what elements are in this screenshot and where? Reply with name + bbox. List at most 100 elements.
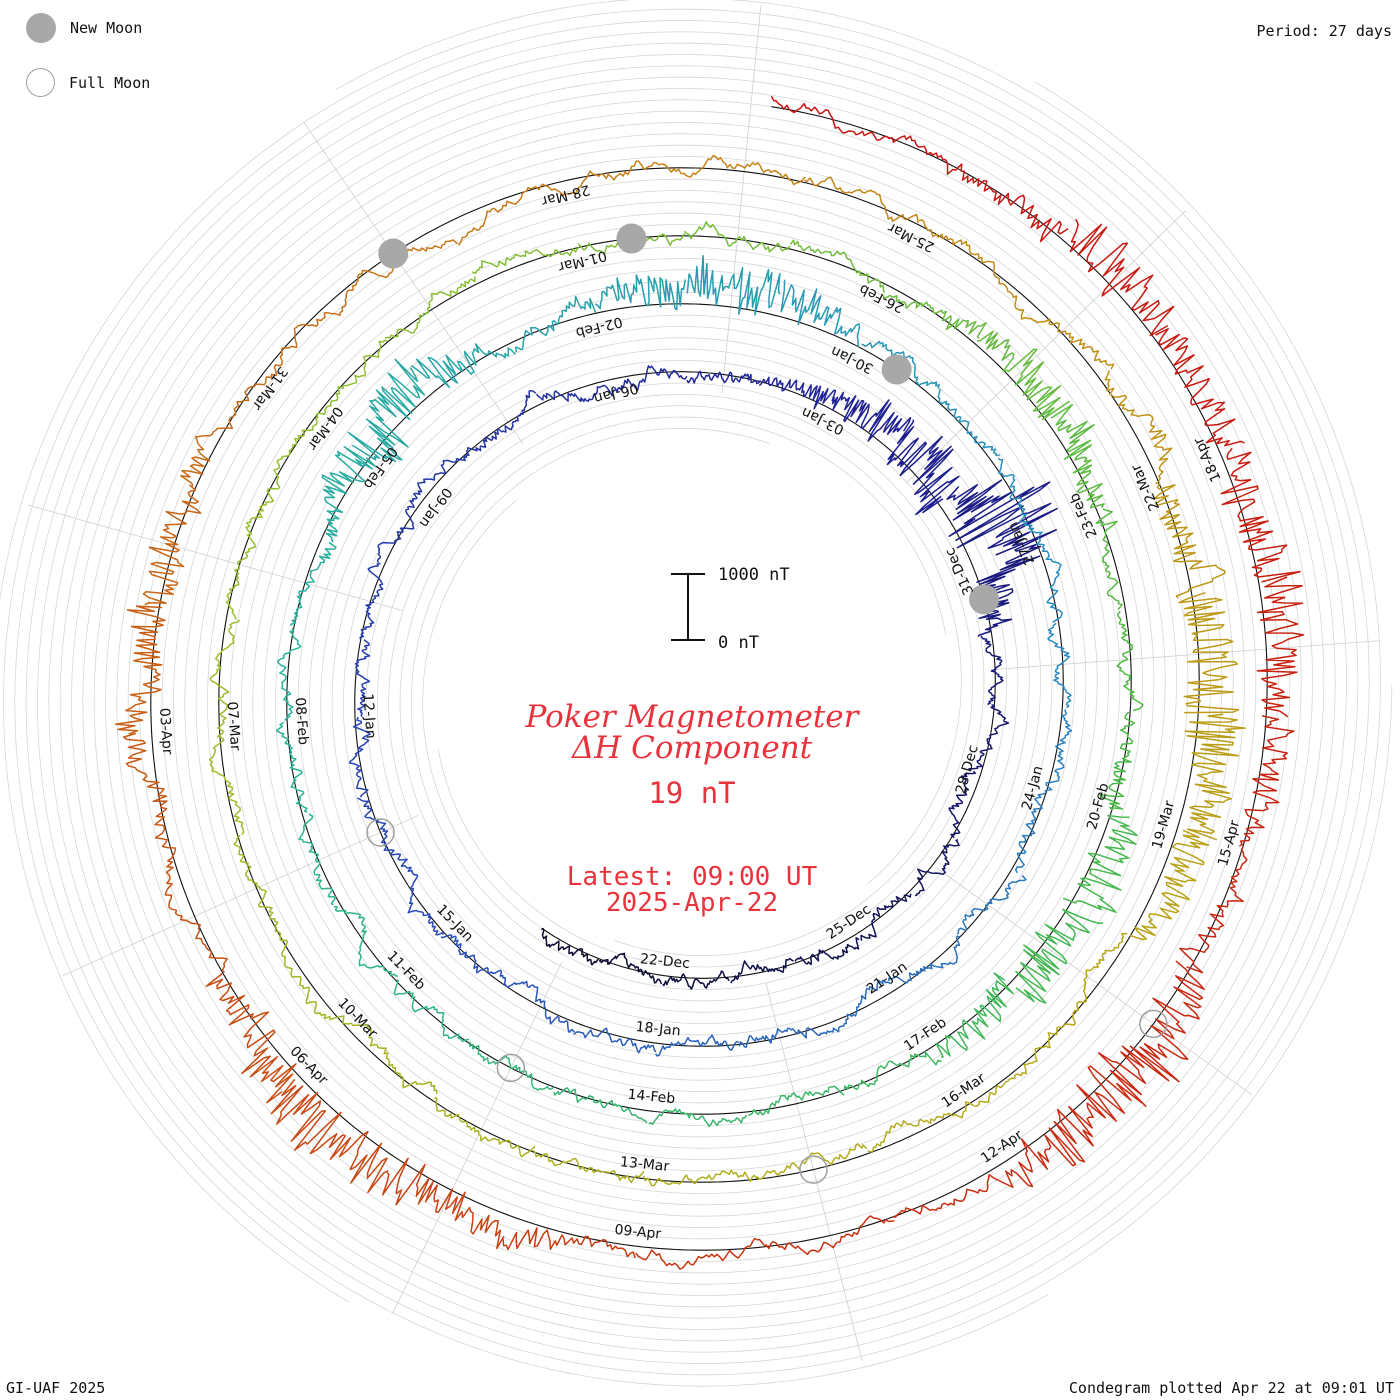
footer-plot-time: Condegram plotted Apr 22 at 09:01 UT	[1068, 1379, 1394, 1397]
grid-ring	[335, 0, 1370, 1353]
scale-bar: 1000 nT 0 nT	[671, 565, 790, 653]
grid-spoke	[27, 504, 404, 612]
dh-trace-segment	[479, 390, 537, 448]
date-label: 28-Dec	[953, 743, 982, 795]
dh-trace-segment	[356, 797, 408, 867]
chart-title-line2: ΔH Component	[571, 730, 813, 766]
dh-trace-segment	[1116, 610, 1144, 712]
dh-trace-segment	[122, 732, 177, 858]
dh-trace-segment	[333, 905, 398, 977]
date-label: 09-Apr	[614, 1222, 662, 1243]
dh-trace-segment	[738, 1027, 824, 1049]
dh-trace-segment	[997, 457, 1043, 536]
dh-trace-segment	[1238, 715, 1295, 847]
date-label: 10-Mar	[334, 995, 380, 1042]
dh-trace-segment	[209, 619, 241, 728]
dh-trace-segment	[770, 95, 820, 114]
dh-trace-segment	[1184, 713, 1247, 841]
dh-trace-segment	[818, 109, 948, 163]
dh-trace-segment	[1069, 218, 1175, 337]
dh-trace-segment	[315, 339, 388, 423]
dh-trace-segment	[1178, 591, 1240, 714]
dh-trace-segment	[1097, 960, 1205, 1108]
date-label: 07-Mar	[224, 701, 244, 752]
date-label: 03-Apr	[156, 707, 175, 755]
grid-spoke	[765, 982, 863, 1361]
grid-ring	[82, 99, 1268, 1251]
latest-time: Latest: 09:00 UT	[567, 862, 818, 892]
dh-trace-segment	[789, 239, 886, 293]
full-moon-label: Full Moon	[69, 73, 151, 92]
dh-trace-segment	[918, 219, 1015, 297]
dh-trace-segment	[502, 1227, 636, 1259]
dh-trace-segment	[457, 183, 566, 246]
grid-ring	[139, 156, 1211, 1194]
dh-trace-segment	[535, 384, 616, 403]
dh-trace-segment	[321, 445, 377, 543]
grid-ring	[329, 684, 1393, 1376]
dh-trace-segment	[532, 1149, 645, 1184]
new-moon-marker	[378, 238, 409, 269]
dh-trace-segment	[730, 957, 794, 984]
dh-trace-segment	[351, 1023, 438, 1095]
footer-credit: GI-UAF 2025	[6, 1379, 106, 1397]
dh-trace-segment	[275, 721, 308, 813]
dh-trace-segment	[290, 541, 337, 627]
dh-trace-segment	[748, 1085, 845, 1117]
dh-trace-segment	[376, 492, 418, 563]
grid-ring	[411, 428, 770, 939]
date-label: 05-Feb	[360, 444, 401, 492]
dh-trace-segment	[349, 716, 371, 798]
dh-trace-segment	[937, 388, 1000, 457]
date-label: 06-Jan	[592, 380, 640, 407]
dh-trace-segment	[1044, 709, 1073, 792]
dh-trace-segment	[270, 1078, 389, 1194]
dh-trace-segment	[1047, 622, 1072, 709]
dh-trace-segment	[354, 639, 371, 717]
dh-trace-segment	[347, 358, 426, 463]
dh-trace-segment	[164, 855, 228, 973]
dh-trace-segment	[298, 813, 337, 906]
dh-trace-segment	[655, 1034, 740, 1057]
legend-full-moon: Full Moon	[26, 68, 150, 97]
grid-ring	[161, 178, 1189, 1172]
dh-trace-segment	[359, 562, 384, 640]
dh-trace-segment	[415, 446, 482, 496]
date-label: 31-Dec	[942, 545, 977, 597]
new-moon-icon	[26, 13, 56, 43]
grid-ring	[25, 42, 1325, 1308]
grid-ring	[173, 190, 1177, 1160]
dh-trace-segment	[1095, 508, 1123, 611]
dh-trace-segment	[393, 979, 470, 1043]
date-label: 22-Dec	[639, 951, 690, 972]
dh-trace-segment	[384, 276, 476, 339]
dh-trace-segment	[411, 343, 516, 389]
grid-ring	[241, 258, 1110, 1093]
dh-trace-segment	[505, 980, 575, 1033]
dh-trace-segment	[780, 279, 861, 347]
full-moon-marker	[1139, 1009, 1168, 1039]
dh-trace-segment	[1014, 792, 1046, 874]
dh-trace-segment	[598, 952, 663, 985]
scale-top-label: 1000 nT	[718, 565, 790, 585]
date-label: 18-Apr	[1191, 435, 1225, 484]
date-label: 25-Mar	[885, 219, 937, 255]
dh-trace-segment	[1129, 829, 1210, 941]
dh-trace-segment	[515, 295, 597, 353]
dh-trace-segment	[208, 726, 245, 836]
grid-ring	[0, 8, 1359, 1342]
dh-trace-segment	[682, 154, 806, 186]
dh-trace-segment	[257, 422, 318, 515]
dh-trace-segment	[1018, 1065, 1143, 1188]
grid-ring	[399, 416, 947, 948]
dh-trace-segment	[180, 383, 265, 487]
grid-ring	[116, 133, 1234, 1217]
grid-ring	[184, 201, 1166, 1149]
dh-trace-segment	[867, 1101, 975, 1153]
grid-ring	[323, 1272, 1049, 1387]
dh-trace-segment	[1059, 932, 1128, 1028]
dh-trace-segment	[434, 1097, 536, 1158]
dh-trace-segment	[976, 529, 1057, 638]
